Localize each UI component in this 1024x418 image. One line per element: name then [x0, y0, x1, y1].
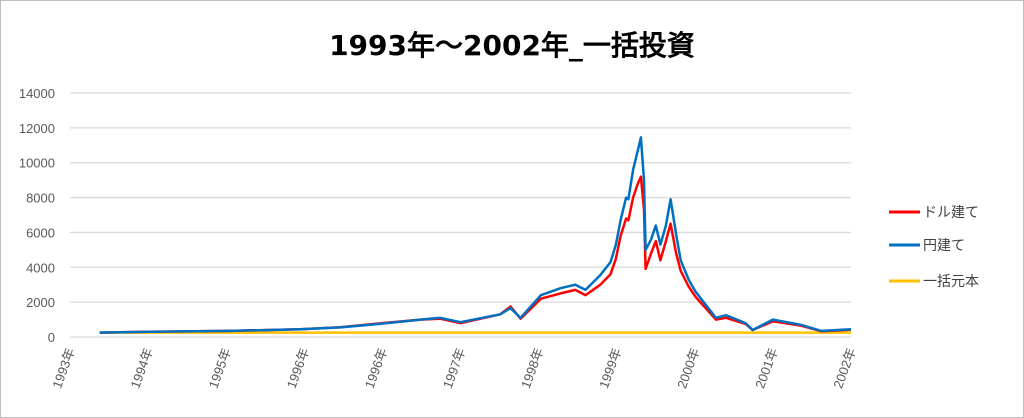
x-axis: 1993年 1994年 1995年 1996年 1996年 1997年 1998年 1999年…	[49, 346, 858, 391]
y-tick-label: 4000	[26, 260, 55, 275]
y-tick-label: 8000	[26, 191, 55, 206]
x-tick-label: 2001年	[752, 346, 780, 391]
series-line-0	[99, 175, 852, 334]
legend-label: 円建て	[923, 238, 965, 254]
y-tick-label: 12000	[19, 121, 55, 136]
x-tick-label: 1996年	[284, 346, 312, 391]
x-tick-label: 1996年	[362, 346, 390, 391]
x-tick-label: 1993年	[49, 346, 77, 391]
y-axis: 0 2000 4000 6000 8000 10000 12000 14000	[19, 86, 55, 345]
gridlines	[70, 92, 851, 338]
x-tick-label: 1999年	[596, 346, 624, 391]
y-tick-label: 6000	[26, 225, 55, 240]
y-tick-label: 2000	[26, 295, 55, 310]
y-tick-label: 14000	[19, 86, 55, 101]
series-lines	[99, 136, 852, 334]
x-tick-label: 1998年	[518, 346, 546, 391]
series-line-1	[99, 136, 852, 334]
y-tick-label: 0	[48, 330, 55, 345]
x-tick-label: 1997年	[440, 346, 468, 391]
x-tick-label: 1994年	[127, 346, 155, 391]
x-tick-label: 1995年	[206, 346, 234, 391]
y-tick-label: 10000	[19, 156, 55, 171]
x-tick-label: 2002年	[830, 346, 858, 391]
chart-title: 1993年～2002年_一括投資	[329, 29, 695, 62]
legend-label: ドル建て	[923, 205, 979, 221]
x-tick-label: 2000年	[674, 346, 702, 391]
legend-label: 一括元本	[923, 274, 979, 290]
